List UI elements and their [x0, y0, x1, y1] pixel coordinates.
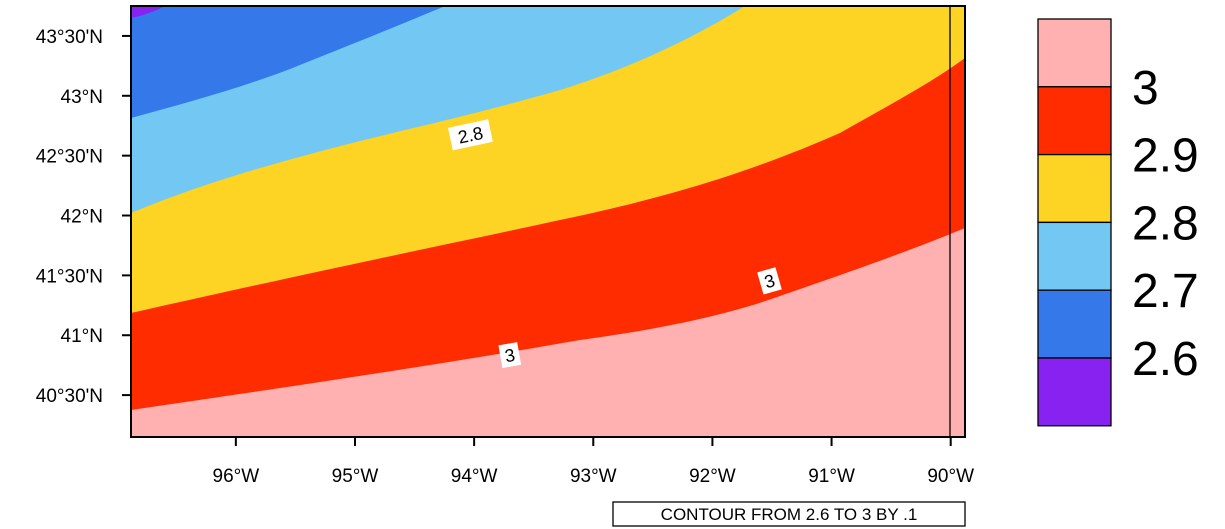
legend-swatch: [1037, 289, 1112, 359]
lat-tick-label: 41°30'N: [36, 266, 103, 287]
lat-tick-label: 42°30'N: [36, 147, 103, 168]
color-legend: 3 2.9 2.8 2.7 2.6: [1037, 18, 1199, 427]
contour-labels: 2.8 3 3: [448, 119, 782, 369]
lon-tick-label: 96°W: [213, 466, 260, 487]
legend-label: 3: [1132, 62, 1159, 115]
band-2.6-2.7: [131, 6, 445, 118]
contour-label: 3: [757, 267, 782, 295]
contour-label: 2.8: [448, 119, 493, 151]
lon-tick-label: 94°W: [451, 466, 498, 487]
legend-label: 2.6: [1132, 333, 1199, 386]
contour-info-text: CONTOUR FROM 2.6 TO 3 BY .1: [661, 505, 918, 524]
longitude-axis: 96°W 95°W 94°W 93°W 92°W 91°W 90°W: [213, 437, 974, 487]
legend-swatch: [1037, 221, 1112, 291]
legend-label: 2.9: [1132, 130, 1199, 183]
lon-tick-label: 95°W: [332, 466, 379, 487]
contour-label: 3: [498, 342, 522, 369]
legend-swatch: [1037, 18, 1112, 88]
legend-label: 2.8: [1132, 197, 1199, 250]
plot-frame: [130, 5, 966, 438]
contour-fill-layer: [131, 6, 965, 437]
lat-tick-label: 43°30'N: [36, 27, 103, 48]
lon-tick-label: 90°W: [927, 466, 974, 487]
lon-tick-label: 92°W: [689, 466, 736, 487]
lon-tick-label: 91°W: [808, 466, 855, 487]
lat-tick-label: 41°N: [61, 326, 103, 347]
legend-swatch: [1037, 153, 1112, 224]
latitude-axis: 43°30'N 43°N 42°30'N 42°N 41°30'N 41°N 40°30'N: [36, 27, 131, 407]
legend-label: 2.7: [1132, 265, 1199, 318]
band-below-2.6: [131, 6, 165, 18]
legend-swatch: [1037, 86, 1112, 156]
lon-tick-label: 93°W: [570, 466, 617, 487]
lat-tick-label: 40°30'N: [36, 386, 103, 407]
contour-info-box: CONTOUR FROM 2.6 TO 3 BY .1: [612, 501, 966, 527]
contour-label-text: 3: [503, 345, 516, 366]
lat-tick-label: 43°N: [61, 87, 103, 108]
legend-swatch: [1037, 357, 1112, 427]
lat-tick-label: 42°N: [61, 207, 103, 228]
